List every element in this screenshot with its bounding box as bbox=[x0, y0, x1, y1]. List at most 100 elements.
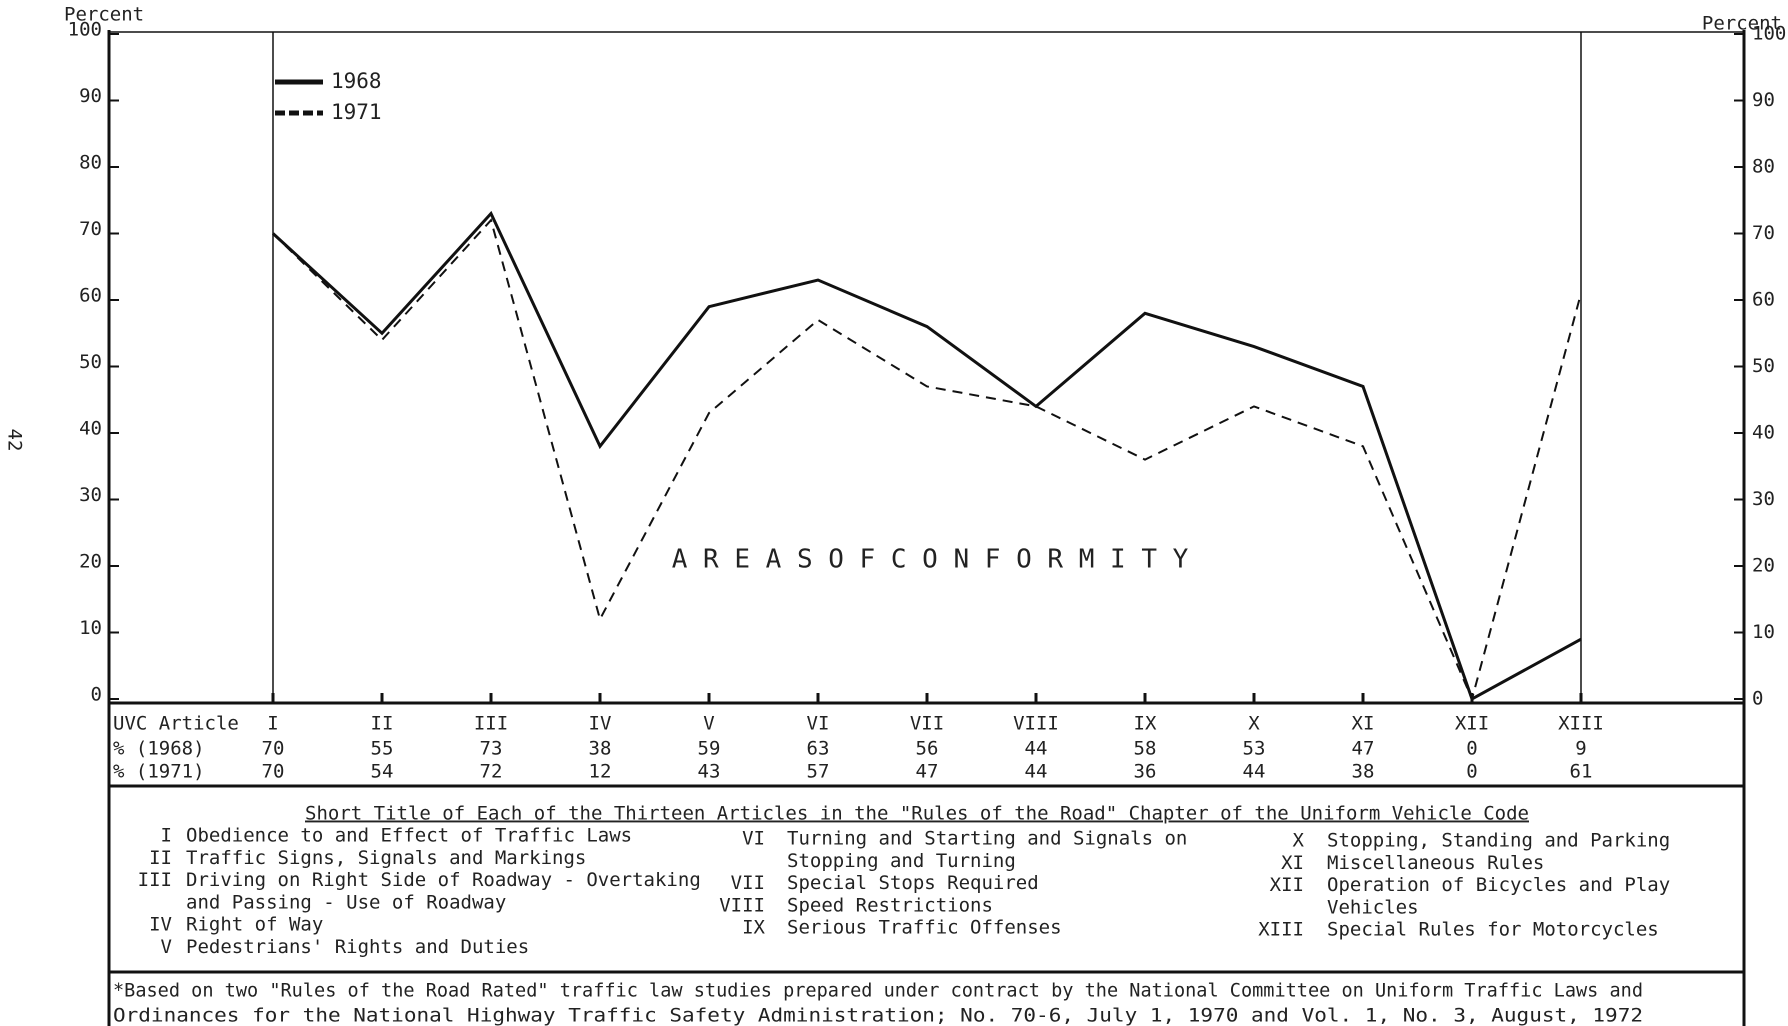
y-tick-label: 10 bbox=[79, 617, 102, 639]
y2-tick-label: 50 bbox=[1752, 355, 1775, 377]
y-tick-label: 20 bbox=[79, 551, 102, 573]
article-title: Special Stops Required bbox=[787, 872, 1039, 894]
table-value: 57 bbox=[807, 761, 830, 783]
article-title: Speed Restrictions bbox=[787, 894, 993, 916]
table-value: 70 bbox=[262, 738, 285, 760]
x-tick-label: VIII bbox=[1013, 713, 1059, 735]
table-value: 59 bbox=[698, 738, 721, 760]
article-numeral: V bbox=[161, 936, 172, 958]
article-numeral: X bbox=[1293, 830, 1305, 852]
article-title: Driving on Right Side of Roadway - Overt… bbox=[186, 869, 701, 891]
article-title: Traffic Signs, Signals and Markings bbox=[186, 847, 586, 869]
y2-axis-label: Percent bbox=[1702, 13, 1782, 35]
x-tick-label: XI bbox=[1352, 713, 1375, 735]
article-title: Obedience to and Effect of Traffic Laws bbox=[186, 825, 632, 847]
article-numeral: II bbox=[149, 847, 172, 869]
article-numeral: XII bbox=[1270, 874, 1304, 896]
table-value: 0 bbox=[1466, 761, 1477, 783]
article-title: Stopping and Turning bbox=[787, 850, 1016, 872]
table-value: 70 bbox=[262, 761, 285, 783]
table-value: 44 bbox=[1025, 738, 1048, 760]
article-numeral: I bbox=[161, 825, 172, 847]
table-value: 54 bbox=[371, 761, 394, 783]
article-title: Turning and Starting and Signals on bbox=[787, 828, 1187, 850]
table-value: 55 bbox=[371, 738, 394, 760]
x-tick-label: IV bbox=[589, 713, 612, 735]
article-numeral: XIII bbox=[1258, 919, 1304, 941]
article-title: Vehicles bbox=[1327, 896, 1419, 918]
table-value: 36 bbox=[1134, 761, 1157, 783]
table-value: 38 bbox=[1352, 761, 1375, 783]
article-title: Special Rules for Motorcycles bbox=[1327, 919, 1659, 941]
article-title: Miscellaneous Rules bbox=[1327, 852, 1544, 874]
y2-tick-label: 60 bbox=[1752, 289, 1775, 311]
x-tick-label: VII bbox=[910, 713, 944, 735]
article-title: Serious Traffic Offenses bbox=[787, 917, 1062, 939]
article-title: Pedestrians' Rights and Duties bbox=[186, 936, 529, 958]
y2-tick-label: 30 bbox=[1752, 488, 1775, 510]
table-value: 63 bbox=[807, 738, 830, 760]
article-numeral: VII bbox=[731, 872, 765, 894]
x-tick-label: I bbox=[267, 713, 278, 735]
footnote-line: *Based on two "Rules of the Road Rated" … bbox=[113, 980, 1643, 1002]
x-tick-label: II bbox=[371, 713, 394, 735]
y2-tick-label: 90 bbox=[1752, 89, 1775, 111]
article-numeral: XI bbox=[1281, 852, 1304, 874]
table-value: 72 bbox=[480, 761, 503, 783]
table-value: 43 bbox=[698, 761, 721, 783]
article-numeral: III bbox=[138, 869, 172, 891]
table-value: 38 bbox=[589, 738, 612, 760]
x-tick-label: III bbox=[474, 713, 508, 735]
legend-label: 1971 bbox=[331, 100, 382, 124]
y2-tick-label: 70 bbox=[1752, 222, 1775, 244]
article-title: Right of Way bbox=[186, 914, 323, 936]
x-tick-label: XIII bbox=[1558, 713, 1604, 735]
article-numeral: IX bbox=[742, 917, 765, 939]
y2-tick-label: 20 bbox=[1752, 555, 1775, 577]
page-number: 42 bbox=[4, 429, 26, 452]
y-tick-label: 70 bbox=[79, 218, 102, 240]
x-tick-label: IX bbox=[1134, 713, 1157, 735]
y-tick-label: 80 bbox=[79, 152, 102, 174]
x-tick-label: X bbox=[1248, 713, 1260, 735]
table-value: 47 bbox=[916, 761, 939, 783]
x-tick-label: VI bbox=[807, 713, 830, 735]
article-numeral: VI bbox=[742, 828, 765, 850]
table-value: 44 bbox=[1025, 761, 1048, 783]
y2-tick-label: 0 bbox=[1752, 688, 1763, 710]
table-value: 44 bbox=[1243, 761, 1266, 783]
table-row-label: UVC Article bbox=[113, 713, 239, 735]
article-title: Operation of Bicycles and Play bbox=[1327, 874, 1670, 896]
y2-tick-label: 40 bbox=[1752, 422, 1775, 444]
article-title: and Passing - Use of Roadway bbox=[186, 891, 506, 913]
article-numeral: VIII bbox=[719, 894, 765, 916]
table-value: 58 bbox=[1134, 738, 1157, 760]
footnote-line: Ordinances for the National Highway Traf… bbox=[113, 1005, 1643, 1026]
y-tick-label: 90 bbox=[79, 85, 102, 107]
table-value: 61 bbox=[1570, 761, 1593, 783]
x-tick-label: XII bbox=[1455, 713, 1489, 735]
y-tick-label: 100 bbox=[68, 19, 102, 41]
annotation: A R E A S O F C O N F O R M I T Y bbox=[672, 545, 1189, 575]
y-axis-label: Percent bbox=[64, 4, 144, 26]
table-value: 9 bbox=[1575, 738, 1586, 760]
table-value: 47 bbox=[1352, 738, 1375, 760]
y-tick-label: 50 bbox=[79, 351, 102, 373]
table-value: 0 bbox=[1466, 738, 1477, 760]
table-value: 73 bbox=[480, 738, 503, 760]
table-value: 53 bbox=[1243, 738, 1266, 760]
y2-tick-label: 80 bbox=[1752, 156, 1775, 178]
y-tick-label: 40 bbox=[79, 418, 102, 440]
y-tick-label: 30 bbox=[79, 484, 102, 506]
article-title: Stopping, Standing and Parking bbox=[1327, 830, 1670, 852]
legend-label: 1968 bbox=[331, 69, 382, 93]
x-tick-label: V bbox=[703, 713, 714, 735]
short-titles-heading: Short Title of Each of the Thirteen Arti… bbox=[305, 803, 1529, 825]
y-tick-label: 60 bbox=[79, 285, 102, 307]
table-row-label: % (1968) bbox=[113, 738, 205, 760]
y-tick-label: 0 bbox=[91, 684, 102, 706]
table-row-label: % (1971) bbox=[113, 761, 205, 783]
content: 0102030405060708090100010203040506070809… bbox=[68, 19, 1787, 1026]
